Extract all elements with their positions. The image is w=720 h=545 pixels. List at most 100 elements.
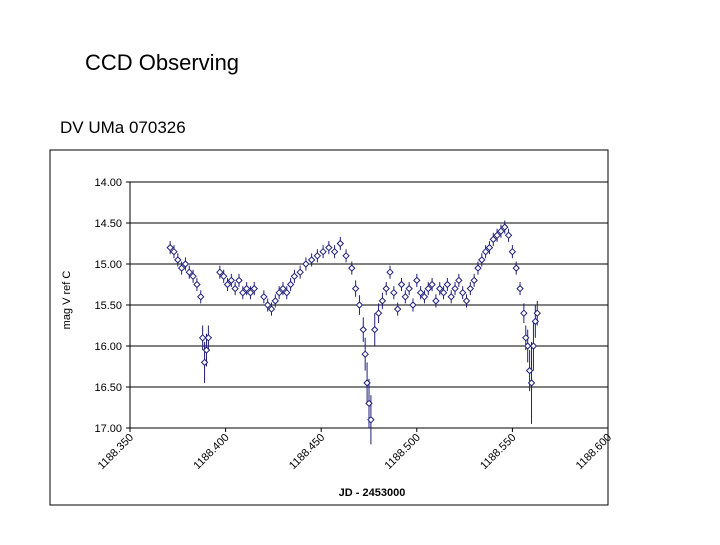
data-point [386, 268, 394, 276]
data-point [474, 264, 482, 272]
y-tick-label: 14.50 [94, 218, 122, 230]
data-point [481, 247, 490, 256]
data-point [470, 276, 478, 285]
data-point [512, 264, 520, 272]
data-point [523, 342, 532, 350]
data-point [271, 297, 280, 305]
data-point [260, 293, 268, 301]
data-point [202, 346, 211, 354]
data-point [424, 284, 432, 293]
data-point [458, 288, 467, 297]
data-point [242, 284, 251, 293]
data-point [355, 301, 364, 309]
data-point [533, 309, 541, 317]
data-point [361, 350, 369, 358]
data-point [439, 288, 448, 297]
data-point [200, 358, 209, 367]
data-point [296, 268, 304, 276]
data-point [235, 276, 243, 285]
data-point [401, 293, 410, 301]
y-tick-label: 16.00 [94, 341, 122, 353]
data-point [436, 284, 444, 293]
data-point [267, 305, 276, 313]
chart-frame [49, 149, 609, 506]
data-point [307, 256, 316, 264]
data-point [239, 288, 247, 297]
data-point [198, 334, 207, 342]
y-tick-label: 14.00 [94, 177, 122, 189]
data-point [367, 416, 375, 424]
data-point [489, 235, 497, 244]
data-point [504, 231, 513, 240]
data-point [390, 288, 398, 297]
data-point [416, 288, 425, 297]
data-point [428, 280, 436, 289]
data-point [447, 293, 455, 301]
data-point [508, 247, 517, 256]
data-point [166, 243, 174, 252]
data-point [336, 239, 345, 248]
data-point [371, 325, 379, 334]
data-point [420, 293, 429, 301]
data-point [181, 260, 190, 268]
data-point [359, 325, 367, 334]
y-tick-label: 17.00 [94, 423, 122, 435]
data-point [432, 297, 440, 305]
data-point [250, 284, 258, 293]
data-point [325, 243, 333, 252]
data-point [397, 280, 406, 289]
data-point [501, 223, 509, 231]
data-point [189, 272, 197, 281]
data-point [283, 288, 291, 297]
data-point [219, 272, 228, 281]
data-point [393, 305, 402, 313]
data-point [443, 280, 452, 289]
data-point [378, 297, 387, 305]
data-point [330, 247, 339, 256]
data-point [365, 399, 373, 408]
data-point [405, 284, 413, 293]
data-point [223, 280, 232, 289]
data-point [279, 284, 287, 293]
data-point [493, 231, 501, 240]
data-point [522, 334, 530, 342]
data-point [174, 256, 182, 264]
data-point [382, 284, 390, 293]
data-point [275, 288, 283, 297]
data-point [462, 297, 471, 305]
data-point [227, 276, 236, 285]
data-point [531, 317, 540, 326]
y-tick-label: 15.50 [94, 300, 122, 312]
data-point [374, 309, 383, 317]
data-point [319, 247, 327, 256]
data-point [497, 227, 505, 235]
data-point [478, 256, 486, 264]
y-tick-label: 16.50 [94, 382, 122, 394]
chart-subtitle: DV UMa 070326 [60, 118, 186, 137]
data-point [516, 284, 524, 293]
data-point [455, 276, 463, 285]
data-point [193, 280, 201, 289]
data-point [177, 264, 186, 272]
data-point [263, 301, 272, 309]
data-point [466, 284, 475, 293]
data-point [520, 309, 528, 317]
data-point [246, 288, 255, 297]
data-point [170, 247, 178, 256]
data-point [413, 276, 421, 285]
data-point [313, 252, 322, 260]
data-point [231, 284, 239, 293]
slide-title: CCD Observing [85, 50, 239, 75]
data-point [527, 379, 536, 387]
y-tick-label: 15.00 [94, 259, 122, 271]
data-point [351, 284, 360, 293]
data-point [197, 293, 205, 301]
data-point [204, 334, 213, 342]
data-point [409, 301, 417, 309]
data-point [216, 268, 224, 276]
data-point [286, 280, 295, 289]
data-point [363, 379, 371, 387]
x-axis-title: JD - 2453000 [339, 487, 406, 499]
data-point [485, 243, 494, 252]
